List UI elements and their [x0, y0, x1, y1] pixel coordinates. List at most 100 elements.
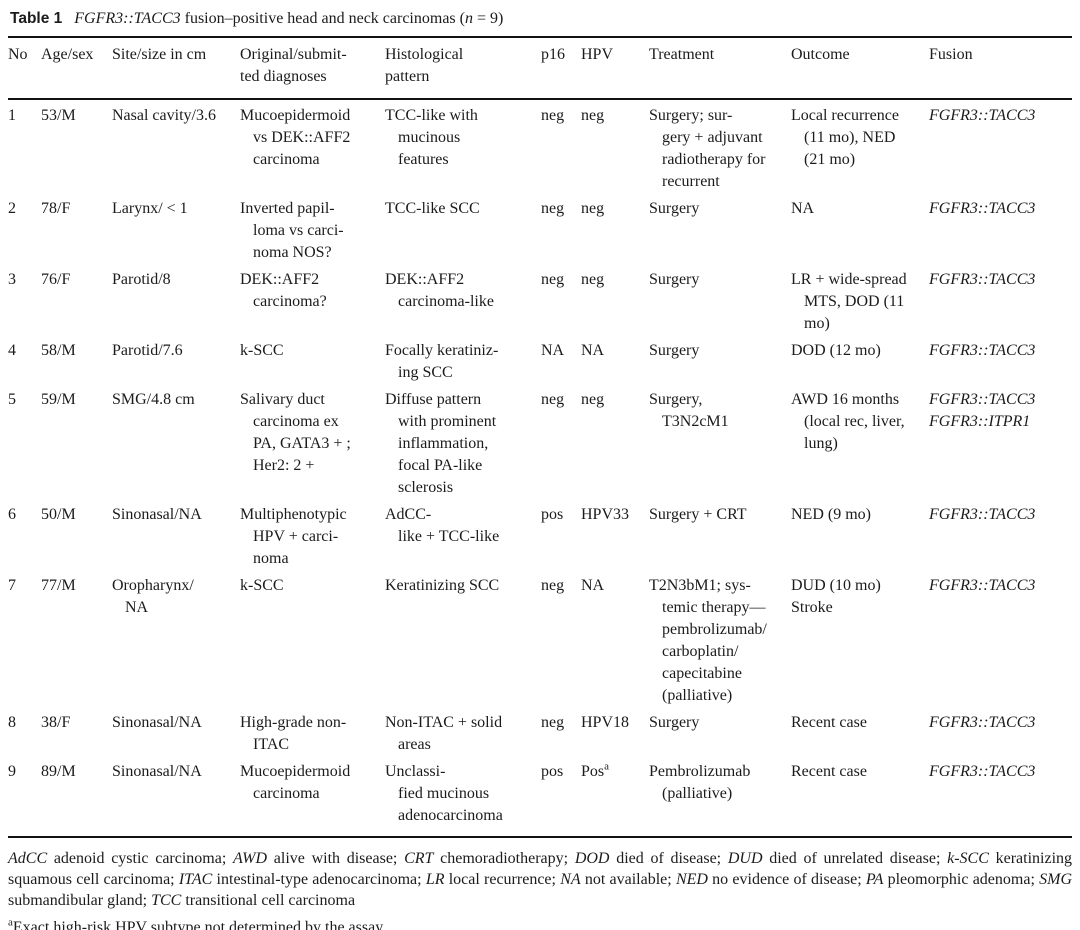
cell-hpv: HPV18 — [581, 714, 630, 731]
hpv-value: Pos — [581, 763, 605, 780]
table-row: 8 38/F Sinonasal/NA High-grade non- ITAC… — [8, 707, 1072, 756]
table-row: 2 78/F Larynx/ < 1 Inverted papil- loma … — [8, 193, 1072, 264]
cell-fusion: FGFR3::TACC3 — [929, 714, 1036, 731]
abbr-def: local recurrence; — [444, 871, 561, 888]
cell-hpv: neg — [581, 391, 605, 408]
cell-outcome: Recent case — [791, 756, 929, 838]
cell-hpv: neg — [581, 107, 605, 124]
table-row: 6 50/M Sinonasal/NA Multiphenotypic HPV … — [8, 499, 1072, 570]
abbr-def: died of unrelated disease; — [762, 850, 948, 867]
abbr-def: alive with disease; — [267, 850, 405, 867]
cell-diagnosis: k-SCC — [240, 342, 284, 359]
col-header-diagnosis: Original/submit- ted diagnoses — [240, 37, 385, 100]
cell-no: 9 — [8, 756, 41, 838]
cell-age-sex: 59/M — [41, 391, 76, 408]
cell-treatment: Surgery; sur- gery + adjuvant radiothera… — [649, 107, 766, 190]
title-n-symbol: n — [464, 10, 473, 27]
cell-no: 2 — [8, 200, 16, 217]
cell-outcome: Local recurrence (11 mo), NED (21 mo) — [791, 107, 899, 168]
cell-age-sex: 50/M — [41, 506, 76, 523]
cell-treatment: Surgery, T3N2cM1 — [649, 391, 729, 430]
abbr-def: no evidence of disease; — [707, 871, 866, 888]
cell-diagnosis: k-SCC — [240, 577, 284, 594]
cell-diagnosis: Mucoepidermoid carcinoma — [240, 756, 385, 838]
table-row: 1 53/M Nasal cavity/3.6 Mucoepidermoid v… — [8, 99, 1072, 193]
table-row: 7 77/M Oropharynx/ NA k-SCC Keratinizing… — [8, 570, 1072, 707]
cell-p16: pos — [541, 506, 564, 523]
cell-no: 4 — [8, 342, 16, 359]
cell-histological-pattern: DEK::AFF2 carcinoma-like — [385, 271, 494, 310]
abbr-term: LR — [425, 871, 445, 888]
cell-histological-pattern: TCC-like SCC — [385, 200, 480, 217]
abbr-term: ITAC — [178, 871, 213, 888]
abbreviations-footnote: AdCC adenoid cystic carcinoma; AWD alive… — [8, 848, 1072, 911]
cell-histological-pattern: Non-ITAC + solid areas — [385, 714, 503, 753]
cell-site-size: Parotid/7.6 — [112, 342, 183, 359]
abbr-def: submandibular gland; — [8, 892, 152, 909]
table-title: Table 1 FGFR3::TACC3 fusion–positive head… — [8, 0, 1072, 36]
col-header-hpv: HPV — [581, 37, 649, 100]
cell-diagnosis: Mucoepidermoid vs DEK::AFF2 carcinoma — [240, 107, 351, 168]
abbr-def: keratinizing squamous cell carcinoma; — [8, 850, 1073, 888]
col-header-fusion: Fusion — [929, 37, 1072, 100]
table-header: No Age/sex Site/size in cm Original/subm… — [8, 37, 1072, 100]
cell-outcome: NED (9 mo) — [791, 506, 871, 523]
cell-age-sex: 89/M — [41, 756, 112, 838]
cell-hpv: NA — [581, 577, 605, 594]
cell-outcome: LR + wide-spread MTS, DOD (11 mo) — [791, 271, 907, 332]
abbr-def: transitional cell carcinoma — [181, 892, 356, 909]
cell-histological-pattern: Keratinizing SCC — [385, 577, 500, 594]
cell-fusion: FGFR3::TACC3 — [929, 577, 1036, 594]
cell-treatment: Surgery — [649, 200, 700, 217]
abbr-term: DUD — [727, 850, 763, 867]
cell-p16: neg — [541, 577, 565, 594]
cell-outcome: DOD (12 mo) — [791, 342, 881, 359]
table-body: 1 53/M Nasal cavity/3.6 Mucoepidermoid v… — [8, 99, 1072, 838]
cell-site-size: Sinonasal/NA — [112, 714, 202, 731]
col-header-outcome: Outcome — [791, 37, 929, 100]
cell-age-sex: 53/M — [41, 107, 76, 124]
abbr-term: TCC — [151, 892, 182, 909]
cell-treatment: Pembrolizumab (palliative) — [649, 756, 791, 838]
cell-site-size: Parotid/8 — [112, 271, 171, 288]
cell-site-size: Oropharynx/ NA — [112, 577, 194, 616]
footnote-a-text: Exact high-risk HPV subtype not determin… — [12, 919, 384, 930]
cell-fusion: FGFR3::TACC3 — [929, 506, 1036, 523]
abbr-term: DOD — [574, 850, 610, 867]
cell-site-size: Sinonasal/NA — [112, 756, 240, 838]
cell-fusion: FGFR3::TACC3 FGFR3::ITPR1 — [929, 391, 1036, 430]
cell-p16: neg — [541, 391, 565, 408]
cell-hpv: Posa — [581, 756, 649, 838]
cell-hpv: NA — [581, 342, 605, 359]
cell-site-size: SMG/4.8 cm — [112, 391, 195, 408]
title-caption: fusion–positive head and neck carcinomas… — [180, 10, 465, 27]
cell-fusion: FGFR3::TACC3 — [929, 200, 1036, 217]
col-header-p16: p16 — [541, 37, 581, 100]
abbr-def: adenoid cystic carcinoma; — [47, 850, 233, 867]
header-row: No Age/sex Site/size in cm Original/subm… — [8, 37, 1072, 100]
col-header-age-sex: Age/sex — [41, 37, 112, 100]
abbr-def: died of disease; — [609, 850, 728, 867]
cell-site-size: Sinonasal/NA — [112, 506, 202, 523]
cell-histological-pattern: Focally keratiniz- ing SCC — [385, 342, 499, 381]
cell-no: 3 — [8, 271, 16, 288]
abbr-term: AdCC — [8, 850, 48, 867]
cell-p16: neg — [541, 271, 565, 288]
cell-no: 8 — [8, 714, 16, 731]
col-header-no: No — [8, 37, 41, 100]
cell-hpv: HPV33 — [581, 506, 630, 523]
cell-diagnosis: Inverted papil- loma vs carci- noma NOS? — [240, 200, 344, 261]
cell-histological-pattern: Unclassi- fied mucinous adenocarcinoma — [385, 756, 541, 838]
cell-histological-pattern: AdCC- like + TCC-like — [385, 506, 500, 545]
cell-outcome: NA — [791, 200, 815, 217]
cell-no: 6 — [8, 506, 16, 523]
cell-site-size: Nasal cavity/3.6 — [112, 107, 216, 124]
cell-fusion: FGFR3::TACC3 — [929, 107, 1036, 124]
col-header-site-size: Site/size in cm — [112, 37, 240, 100]
table-row: 9 89/M Sinonasal/NA Mucoepidermoid carci… — [8, 756, 1072, 838]
cell-fusion: FGFR3::TACC3 — [929, 271, 1036, 288]
cell-histological-pattern: TCC-like with mucinous features — [385, 107, 478, 168]
cell-site-size: Larynx/ < 1 — [112, 200, 188, 217]
abbr-term: PA — [865, 871, 884, 888]
cell-outcome: AWD 16 months (local rec, liver, lung) — [791, 391, 905, 452]
